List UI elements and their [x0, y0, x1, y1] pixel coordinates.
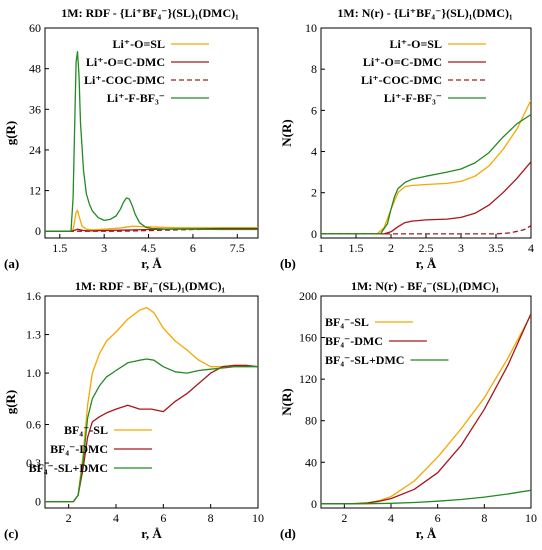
x-tick-label: 4 — [388, 511, 394, 525]
series-line — [321, 99, 531, 235]
x-tick-label: 2 — [66, 511, 72, 525]
x-axis-label: r, Å — [141, 526, 162, 541]
y-tick-label: 1.6 — [26, 289, 41, 303]
y-axis-label: N(R) — [279, 119, 294, 146]
y-tick-label: 24 — [29, 143, 41, 157]
y-tick-label: 0.6 — [26, 417, 41, 431]
y-tick-label: 10 — [305, 21, 317, 35]
x-tick-label: 4 — [528, 241, 534, 255]
x-tick-label: 2 — [341, 511, 347, 525]
panel-label: (b) — [280, 256, 296, 271]
y-tick-label: 48 — [29, 62, 41, 76]
y-tick-label: 120 — [299, 372, 317, 386]
series-line — [321, 113, 531, 235]
legend-label: Li⁺-O=C-DMC — [363, 55, 442, 69]
legend-label: Li⁺-COC-DMC — [361, 73, 442, 87]
y-tick-label: 160 — [299, 331, 317, 345]
x-tick-label: 10 — [252, 511, 264, 525]
chart-title: 1M: RDF - BF₄⁻(SL)₁(DMC)₁ — [75, 279, 226, 293]
x-tick-label: 6 — [190, 241, 196, 255]
legend: Li⁺-O=SL Li⁺-O=C-DMC Li⁺-COC-DMC Li⁺-F-BF₃⁻ — [84, 37, 209, 105]
y-tick-label: 12 — [29, 184, 41, 198]
legend: BF₄⁻-SL BF₄⁻-DMC BF₄⁻-SL+DMC — [29, 423, 152, 475]
panel-d: 1M: N(r) - BF₄⁻(SL)₁(DMC)₁ 2 4 6 8 10 0 40 80 120… — [279, 279, 537, 541]
x-tick-label: 1.5 — [349, 241, 364, 255]
x-tick-label: 3 — [458, 241, 464, 255]
y-axis-label: g(R) — [3, 390, 18, 415]
x-axis-label: r, Å — [141, 256, 162, 271]
legend-label: Li⁺-O=SL — [389, 37, 442, 51]
x-tick-label: 3 — [101, 241, 107, 255]
x-axis-label: r, Å — [416, 256, 437, 271]
plot-frame — [44, 27, 259, 239]
series-line — [45, 358, 258, 503]
y-tick-label: 40 — [305, 455, 317, 469]
y-tick-label: 1.3 — [26, 328, 41, 342]
series-line — [321, 225, 531, 235]
y-tick-label: 0.3 — [26, 456, 41, 470]
y-axis-label: g(R) — [3, 121, 18, 146]
legend-label: Li⁺-F-BF₃⁻ — [107, 91, 165, 105]
panel-label: (d) — [280, 526, 296, 541]
x-tick-label: 2.5 — [419, 241, 434, 255]
y-tick-label: 0 — [311, 497, 317, 511]
x-tick-label: 6 — [160, 511, 166, 525]
series-line — [45, 209, 258, 232]
y-tick-label: 80 — [305, 414, 317, 428]
chart-title: 1M: RDF - {Li⁺BF₄⁻}(SL)₁(DMC)₁ — [61, 6, 239, 20]
legend-label: Li⁺-F-BF₃⁻ — [384, 91, 442, 105]
y-tick-label: 0 — [35, 224, 41, 238]
panel-label: (c) — [4, 526, 18, 541]
panel-label: (a) — [4, 256, 19, 271]
plot-frame — [44, 295, 259, 509]
chart-title: 1M: N(r) - BF₄⁻(SL)₁(DMC)₁ — [351, 279, 499, 293]
x-tick-label: 1 — [318, 241, 324, 255]
plot-frame — [320, 295, 532, 509]
x-tick-label: 10 — [525, 511, 537, 525]
panel-c: 1M: RDF - BF₄⁻(SL)₁(DMC)₁ 2 4 6 8 10 0 0.3 0.6 1.… — [3, 279, 264, 541]
panel-b: 1M: N(r) - {Li⁺BF₄⁻}(SL)₁(DMC)₁ 1 1.5 2 2.5 3… — [279, 6, 534, 271]
series-line — [321, 161, 531, 235]
legend-label: BF₄⁻-DMC — [50, 442, 108, 456]
x-axis-label: r, Å — [416, 526, 437, 541]
legend-label: BF₄⁻-SL — [325, 315, 369, 329]
y-tick-label: 6 — [311, 103, 317, 117]
y-tick-label: 8 — [311, 62, 317, 76]
x-tick-label: 8 — [208, 511, 214, 525]
y-tick-label: 0 — [35, 495, 41, 509]
legend-label: BF₄⁻-DMC — [325, 334, 383, 348]
y-tick-label: 36 — [29, 102, 41, 116]
legend-label: Li⁺-O=SL — [112, 37, 165, 51]
y-tick-label: 0 — [311, 227, 317, 241]
x-tick-label: 2 — [388, 241, 394, 255]
legend-label: BF₄⁻-SL — [64, 423, 108, 437]
legend-label: BF₄⁻-SL+DMC — [29, 461, 108, 475]
x-tick-label: 8 — [481, 511, 487, 525]
series-line — [45, 51, 258, 232]
y-tick-label: 2 — [311, 186, 317, 200]
x-tick-label: 1.5 — [52, 241, 67, 255]
x-tick-label: 3.5 — [489, 241, 504, 255]
panel-a: 1M: RDF - {Li⁺BF₄⁻}(SL)₁(DMC)₁ 1.5 3 4.5 6 7.… — [3, 6, 259, 271]
y-tick-label: 4 — [311, 145, 317, 159]
y-tick-label: 60 — [29, 21, 41, 35]
x-tick-label: 6 — [435, 511, 441, 525]
series-line — [45, 306, 258, 503]
y-tick-label: 1.0 — [26, 366, 41, 380]
x-tick-label: 7.5 — [230, 241, 245, 255]
legend: Li⁺-O=SL Li⁺-O=C-DMC Li⁺-COC-DMC Li⁺-F-BF₃⁻ — [361, 37, 486, 105]
y-tick-label: 200 — [299, 289, 317, 303]
legend-label: Li⁺-O=C-DMC — [86, 55, 165, 69]
legend-label: BF₄⁻-SL+DMC — [325, 353, 404, 367]
legend: BF₄⁻-SL BF₄⁻-DMC BF₄⁻-SL+DMC — [325, 315, 449, 367]
chart-title: 1M: N(r) - {Li⁺BF₄⁻}(SL)₁(DMC)₁ — [337, 6, 513, 20]
x-tick-label: 4 — [113, 511, 119, 525]
series-line — [321, 489, 531, 505]
legend-label: Li⁺-COC-DMC — [84, 73, 165, 87]
x-tick-label: 4.5 — [141, 241, 156, 255]
y-axis-label: N(R) — [279, 388, 294, 415]
